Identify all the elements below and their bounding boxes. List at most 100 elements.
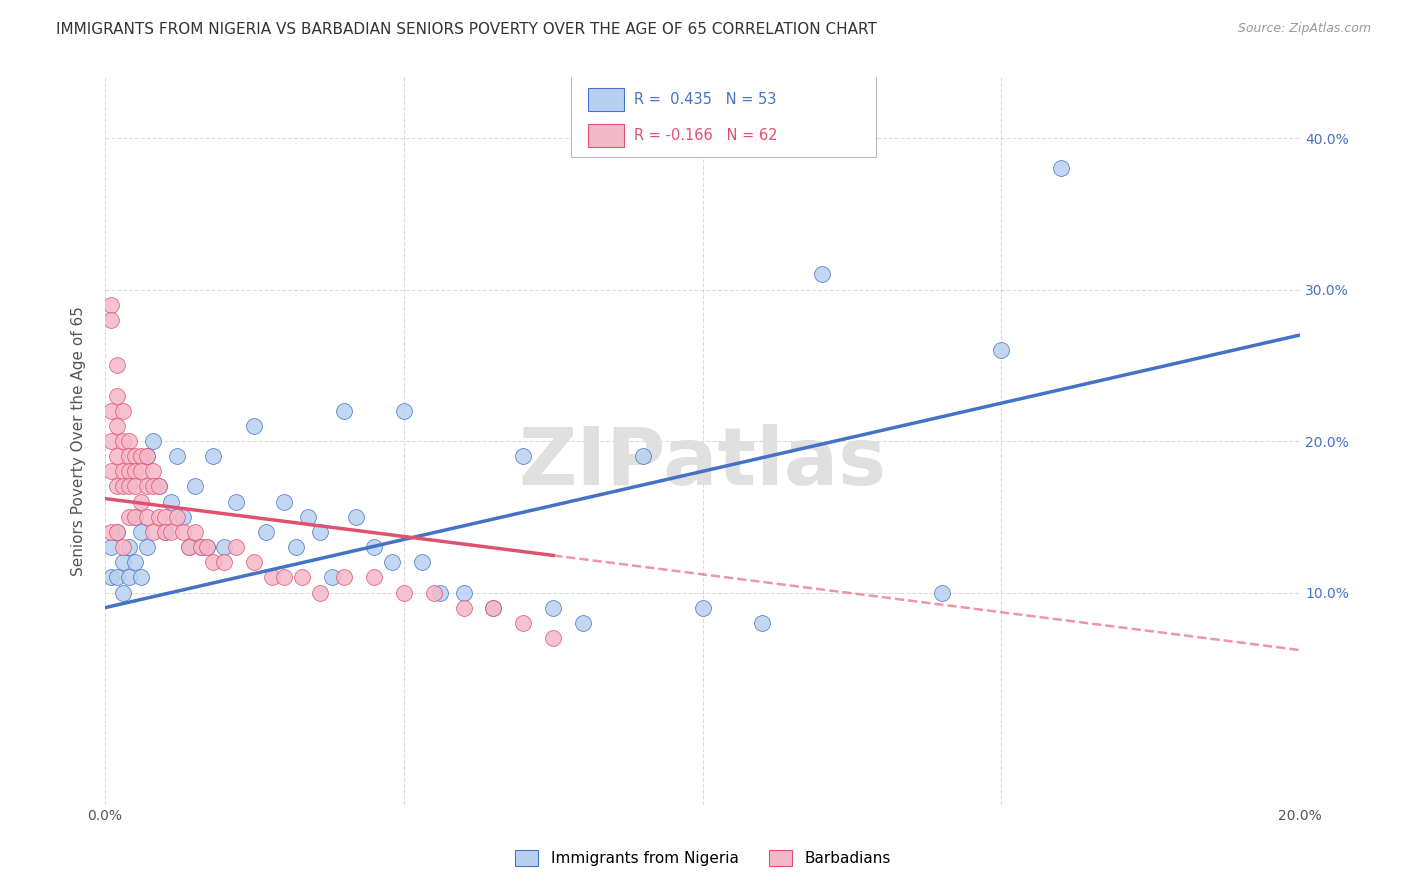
Point xyxy=(512,615,534,630)
Point xyxy=(118,509,141,524)
Point xyxy=(111,479,134,493)
Point xyxy=(159,494,181,508)
Text: R = -0.166   N = 62: R = -0.166 N = 62 xyxy=(634,128,778,143)
Point xyxy=(931,585,953,599)
Point xyxy=(100,298,122,312)
Point xyxy=(129,449,152,463)
Point xyxy=(333,570,356,584)
Text: R =  0.435   N = 53: R = 0.435 N = 53 xyxy=(634,92,776,107)
Point xyxy=(111,464,134,478)
Point xyxy=(118,570,141,584)
Point xyxy=(183,524,205,539)
Point xyxy=(183,479,205,493)
Text: Source: ZipAtlas.com: Source: ZipAtlas.com xyxy=(1237,22,1371,36)
Point xyxy=(990,343,1012,358)
Point xyxy=(129,570,152,584)
Point xyxy=(105,388,128,402)
Point xyxy=(105,359,128,373)
Point xyxy=(453,585,475,599)
Point xyxy=(129,464,152,478)
Point xyxy=(100,464,122,478)
Point xyxy=(105,418,128,433)
Point xyxy=(118,434,141,448)
Point xyxy=(135,540,157,554)
Point xyxy=(392,403,415,417)
Point xyxy=(811,268,834,282)
Y-axis label: Seniors Poverty Over the Age of 65: Seniors Poverty Over the Age of 65 xyxy=(72,306,86,576)
Point xyxy=(124,479,146,493)
Point xyxy=(135,479,157,493)
Point xyxy=(572,615,595,630)
Point xyxy=(225,494,247,508)
Point xyxy=(631,449,654,463)
Point xyxy=(309,524,332,539)
Point xyxy=(111,434,134,448)
Point xyxy=(363,570,385,584)
Point xyxy=(105,479,128,493)
Point xyxy=(105,570,128,584)
Point xyxy=(411,555,433,569)
Point xyxy=(100,524,122,539)
FancyBboxPatch shape xyxy=(588,87,624,111)
Point xyxy=(190,540,212,554)
Point xyxy=(118,449,141,463)
Point xyxy=(243,555,266,569)
Point xyxy=(100,570,122,584)
Point xyxy=(124,449,146,463)
Point xyxy=(153,524,176,539)
Point xyxy=(214,540,236,554)
Point xyxy=(363,540,385,554)
Point xyxy=(285,540,308,554)
Point xyxy=(429,585,451,599)
Point xyxy=(118,540,141,554)
Point xyxy=(190,540,212,554)
Point xyxy=(153,509,176,524)
Point xyxy=(201,555,224,569)
Point xyxy=(159,524,181,539)
Point xyxy=(129,524,152,539)
Point xyxy=(142,524,165,539)
Point xyxy=(142,434,165,448)
Point xyxy=(381,555,404,569)
Point xyxy=(482,600,505,615)
Point xyxy=(751,615,773,630)
Point xyxy=(124,464,146,478)
Point xyxy=(124,555,146,569)
Point xyxy=(273,494,295,508)
Legend: Immigrants from Nigeria, Barbadians: Immigrants from Nigeria, Barbadians xyxy=(508,842,898,873)
Point xyxy=(333,403,356,417)
Text: IMMIGRANTS FROM NIGERIA VS BARBADIAN SENIORS POVERTY OVER THE AGE OF 65 CORRELAT: IMMIGRANTS FROM NIGERIA VS BARBADIAN SEN… xyxy=(56,22,877,37)
Point xyxy=(100,434,122,448)
Point xyxy=(692,600,714,615)
Point xyxy=(124,509,146,524)
Point xyxy=(142,464,165,478)
Point xyxy=(225,540,247,554)
Point xyxy=(111,555,134,569)
Point xyxy=(262,570,284,584)
Point xyxy=(111,585,134,599)
Point xyxy=(148,509,170,524)
Point xyxy=(135,509,157,524)
Point xyxy=(100,313,122,327)
Point xyxy=(172,509,194,524)
Point xyxy=(105,524,128,539)
Point xyxy=(453,600,475,615)
Point xyxy=(177,540,200,554)
Point xyxy=(1050,161,1073,176)
Point xyxy=(148,479,170,493)
Text: ZIPatlas: ZIPatlas xyxy=(519,424,887,502)
Point xyxy=(166,449,188,463)
Point xyxy=(100,540,122,554)
Point xyxy=(344,509,367,524)
Point xyxy=(541,631,564,645)
Point xyxy=(118,464,141,478)
Point xyxy=(482,600,505,615)
Point xyxy=(541,600,564,615)
Point xyxy=(392,585,415,599)
Point xyxy=(195,540,218,554)
Point xyxy=(177,540,200,554)
Point xyxy=(512,449,534,463)
Point xyxy=(111,403,134,417)
Point xyxy=(214,555,236,569)
Point xyxy=(105,524,128,539)
